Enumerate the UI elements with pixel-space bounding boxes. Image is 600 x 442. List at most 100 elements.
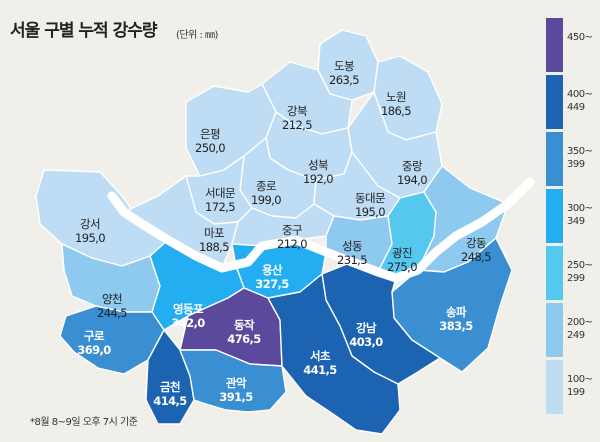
district-value: 250,0	[195, 141, 225, 155]
footnote: *8월 8~9일 오후 7시 기준	[30, 417, 138, 428]
district-value: 192,0	[303, 172, 333, 186]
district-value: 414,5	[153, 394, 187, 408]
district-label: 송파 383,5	[439, 305, 473, 333]
legend-swatch	[546, 18, 563, 72]
district-label: 중랑 194,0	[397, 159, 427, 187]
legend-item: 450~	[546, 18, 600, 75]
legend-item: 100~ 199	[546, 360, 600, 417]
district-value: 194,0	[397, 173, 427, 187]
district-value: 212,0	[277, 237, 307, 251]
legend-swatch	[546, 246, 563, 300]
district-name: 강남	[356, 321, 377, 335]
district-label: 구로 369,0	[77, 329, 111, 357]
legend-label: 450~	[567, 32, 593, 43]
district-value: 263,5	[329, 73, 359, 87]
legend-swatch	[546, 360, 563, 414]
district-value: 172,5	[205, 200, 235, 214]
district-value: 327,5	[255, 277, 289, 291]
legend-swatch	[546, 303, 563, 357]
district-name: 도봉	[334, 59, 354, 73]
district-label: 서대문 172,5	[205, 186, 235, 214]
district-name: 마포	[204, 226, 224, 240]
legend-item: 250~ 299	[546, 246, 600, 303]
district-name: 송파	[446, 305, 467, 319]
district-name: 중구	[282, 223, 302, 237]
district-value: 231,5	[337, 253, 367, 267]
district-value: 476,5	[227, 332, 261, 346]
legend-swatch	[546, 75, 563, 129]
district-name: 금천	[160, 380, 180, 394]
district-label: 동대문 195,0	[355, 191, 385, 219]
district-name: 서초	[310, 349, 331, 363]
district-name: 동대문	[355, 191, 385, 205]
district-value: 199,0	[251, 193, 281, 207]
district-value: 212,5	[282, 118, 312, 132]
district-name: 구로	[84, 329, 105, 343]
district-name: 성동	[342, 239, 362, 253]
district-label: 도봉 263,5	[329, 59, 359, 87]
district-name: 양천	[102, 292, 122, 306]
district-value: 275,0	[387, 260, 417, 274]
legend-label: 200~ 249	[567, 317, 593, 341]
district-name: 종로	[256, 179, 276, 193]
legend-item: 350~ 399	[546, 132, 600, 189]
district-value: 195,0	[355, 205, 385, 219]
district-label: 양천 244,5	[97, 292, 127, 320]
district-관악	[179, 349, 287, 413]
district-label: 강북 212,5	[282, 104, 312, 132]
district-name: 광진	[392, 246, 412, 260]
district-value: 342,0	[171, 316, 205, 330]
district-value: 248,5	[461, 250, 491, 264]
district-value: 391,5	[219, 390, 253, 404]
district-value: 186,5	[381, 104, 411, 118]
district-label: 영등포 342,0	[171, 302, 205, 330]
legend: 450~ 400~ 449 350~ 399 300~ 349 250~ 299 200~…	[546, 18, 600, 417]
district-name: 중랑	[402, 159, 423, 173]
district-서초	[267, 273, 401, 435]
district-value: 383,5	[439, 319, 473, 333]
district-name: 은평	[200, 127, 220, 141]
district-value: 244,5	[97, 306, 127, 320]
district-value: 403,0	[349, 335, 383, 349]
district-label: 강동 248,5	[461, 236, 491, 264]
map-title: 서울 구별 누적 강수량	[10, 21, 158, 41]
district-name: 영등포	[173, 302, 204, 316]
district-label: 서초 441,5	[303, 349, 337, 377]
district-name: 성북	[308, 158, 328, 172]
district-label: 광진 275,0	[387, 246, 417, 274]
district-label: 성동 231,5	[337, 239, 367, 267]
district-label: 마포 188,5	[199, 226, 229, 254]
district-name: 서대문	[205, 186, 235, 200]
district-name: 동작	[234, 318, 255, 332]
district-label: 강서 195,0	[75, 217, 105, 245]
district-name: 강서	[80, 217, 100, 231]
district-label: 종로 199,0	[251, 179, 281, 207]
district-value: 369,0	[77, 343, 111, 357]
district-label: 금천 414,5	[153, 380, 187, 408]
han-river	[107, 177, 535, 283]
district-label: 성북 192,0	[303, 158, 333, 186]
legend-item: 400~ 449	[546, 75, 600, 132]
legend-swatch	[546, 189, 563, 243]
legend-label: 250~ 299	[567, 260, 593, 284]
legend-item: 300~ 349	[546, 189, 600, 246]
district-name: 노원	[386, 90, 406, 104]
district-name: 강동	[466, 236, 486, 250]
legend-label: 300~ 349	[567, 203, 593, 227]
legend-label: 400~ 449	[567, 89, 593, 113]
district-value: 188,5	[199, 240, 229, 254]
seoul-district-map: 도봉 263,5 노원 186,5 강북 212,5 은평 250,0 성북 192,0 종로 199…	[35, 29, 535, 435]
district-label: 동작 476,5	[227, 318, 261, 346]
legend-swatch	[546, 132, 563, 186]
district-name: 강북	[287, 104, 307, 118]
district-label: 은평 250,0	[195, 127, 225, 155]
legend-label: 350~ 399	[567, 146, 593, 170]
district-label: 용산 327,5	[255, 263, 289, 291]
legend-label: 100~ 199	[567, 374, 593, 398]
unit-label: (단위 : ㎜)	[176, 30, 218, 41]
district-label: 강남 403,0	[349, 321, 383, 349]
legend-item: 200~ 249	[546, 303, 600, 360]
district-name: 관악	[226, 376, 247, 390]
district-value: 441,5	[303, 363, 337, 377]
district-name: 용산	[262, 263, 283, 277]
